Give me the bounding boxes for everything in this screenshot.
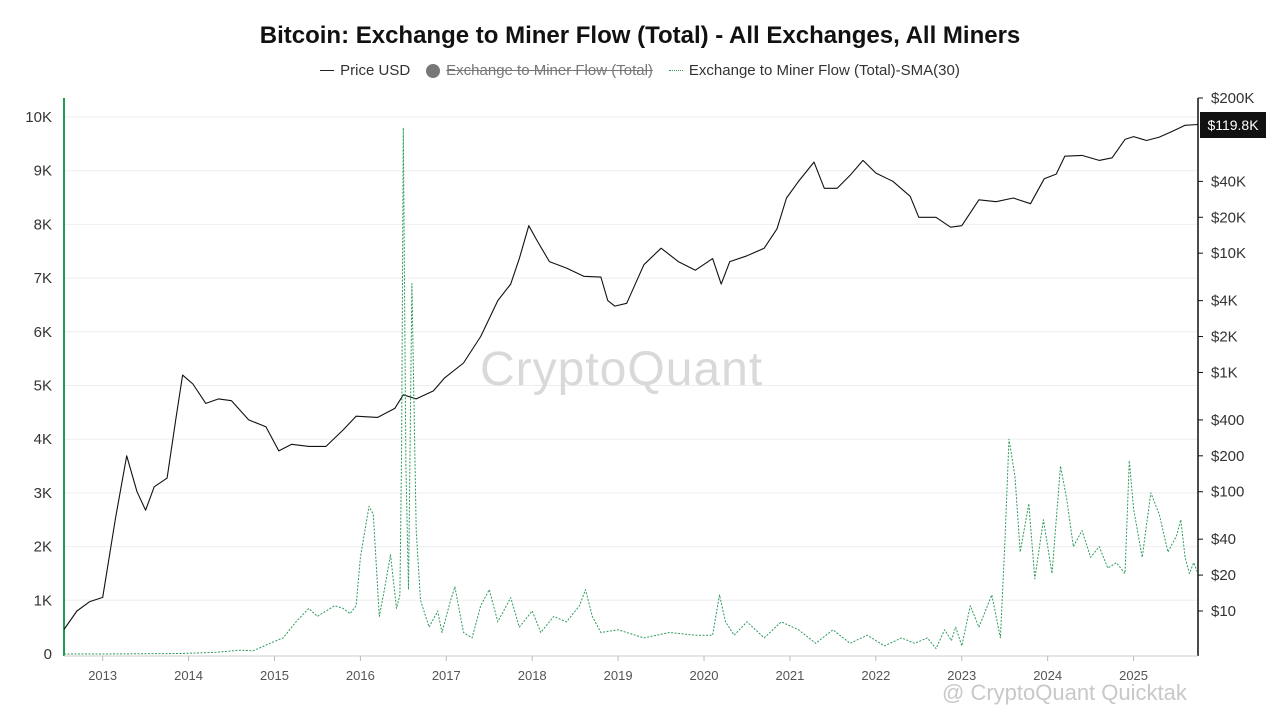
chart-title: Bitcoin: Exchange to Miner Flow (Total) … xyxy=(259,22,1021,49)
legend-label-flow-sma: Exchange to Miner Flow (Total)-SMA(30) xyxy=(688,62,960,79)
left-tick-label: 1K xyxy=(34,592,52,609)
x-axis: 2013 2014 2015 2016 2017 2018 2019 2020 2021 2022… xyxy=(64,655,1198,683)
left-tick-label: 3K xyxy=(34,485,52,502)
left-tick-label: 5K xyxy=(34,378,52,395)
right-tick-label: $10K xyxy=(1211,245,1246,262)
left-tick-label: 9K xyxy=(34,163,52,180)
right-tick-label: $100 xyxy=(1211,484,1244,501)
legend-dot-swatch xyxy=(426,63,441,78)
x-tick-label: 2013 xyxy=(88,668,117,683)
right-tick-label: $10 xyxy=(1211,603,1236,620)
right-tick-label: $2K xyxy=(1211,329,1238,346)
left-tick-label: 4K xyxy=(34,431,52,448)
x-tick-label: 2014 xyxy=(174,668,203,683)
legend-label-price: Price USD xyxy=(340,62,411,79)
gridlines xyxy=(64,116,1198,601)
x-tick-label: 2021 xyxy=(775,668,804,683)
left-tick-label: 8K xyxy=(34,216,52,233)
legend-dotted-swatch xyxy=(668,70,683,71)
right-tick-label: $4K xyxy=(1211,293,1238,310)
series-layer xyxy=(63,123,1199,655)
x-tick-label: 2022 xyxy=(861,668,890,683)
watermark: CryptoQuant xyxy=(480,343,764,396)
right-tick-label: $400 xyxy=(1211,412,1244,429)
legend-item-price[interactable]: Price USD xyxy=(320,62,410,79)
right-tick-label: $20K xyxy=(1211,209,1246,226)
legend: Price USD Exchange to Miner Flow (Total)… xyxy=(0,62,1280,79)
x-tick-label: 2016 xyxy=(346,668,375,683)
x-tick-label: 2018 xyxy=(518,668,547,683)
x-tick-label: 2020 xyxy=(690,668,719,683)
x-tick-label: 2019 xyxy=(604,668,633,683)
legend-label-flow: Exchange to Miner Flow (Total) xyxy=(446,62,653,79)
last-price-badge: $119.8K xyxy=(1200,112,1266,138)
left-axis: 0 1K 2K 3K 4K 5K 6K 7K 8K 9K 10K xyxy=(25,98,65,663)
left-tick-label: 2K xyxy=(34,539,52,556)
attribution: @ CryptoQuant Quicktak xyxy=(942,680,1187,705)
right-tick-label: $200 xyxy=(1211,448,1244,465)
left-tick-label: 6K xyxy=(34,324,52,341)
legend-item-flow[interactable]: Exchange to Miner Flow (Total) xyxy=(426,62,653,79)
x-tick-label: 2023 xyxy=(947,668,976,683)
left-tick-label: 7K xyxy=(34,270,52,287)
right-tick-label: $20 xyxy=(1211,567,1236,584)
right-tick-label: $1K xyxy=(1211,364,1238,381)
flow-sma30-line xyxy=(64,127,1199,655)
x-tick-label: 2024 xyxy=(1033,668,1062,683)
legend-line-swatch xyxy=(320,70,335,71)
left-tick-label: 10K xyxy=(25,109,52,126)
x-tick-label: 2017 xyxy=(432,668,461,683)
right-axis: $200K $40K $20K $10K $4K $2K $1K $400 $200 $100 $4… xyxy=(1197,90,1254,656)
right-tick-label: $200K xyxy=(1211,90,1254,107)
price-usd-line xyxy=(63,123,1199,630)
x-tick-label: 2025 xyxy=(1119,668,1148,683)
x-tick-label: 2015 xyxy=(260,668,289,683)
left-tick-label: 0 xyxy=(44,646,52,663)
right-tick-label: $40K xyxy=(1211,173,1246,190)
legend-item-flow-sma[interactable]: Exchange to Miner Flow (Total)-SMA(30) xyxy=(668,62,960,79)
right-tick-label: $40 xyxy=(1211,531,1236,548)
